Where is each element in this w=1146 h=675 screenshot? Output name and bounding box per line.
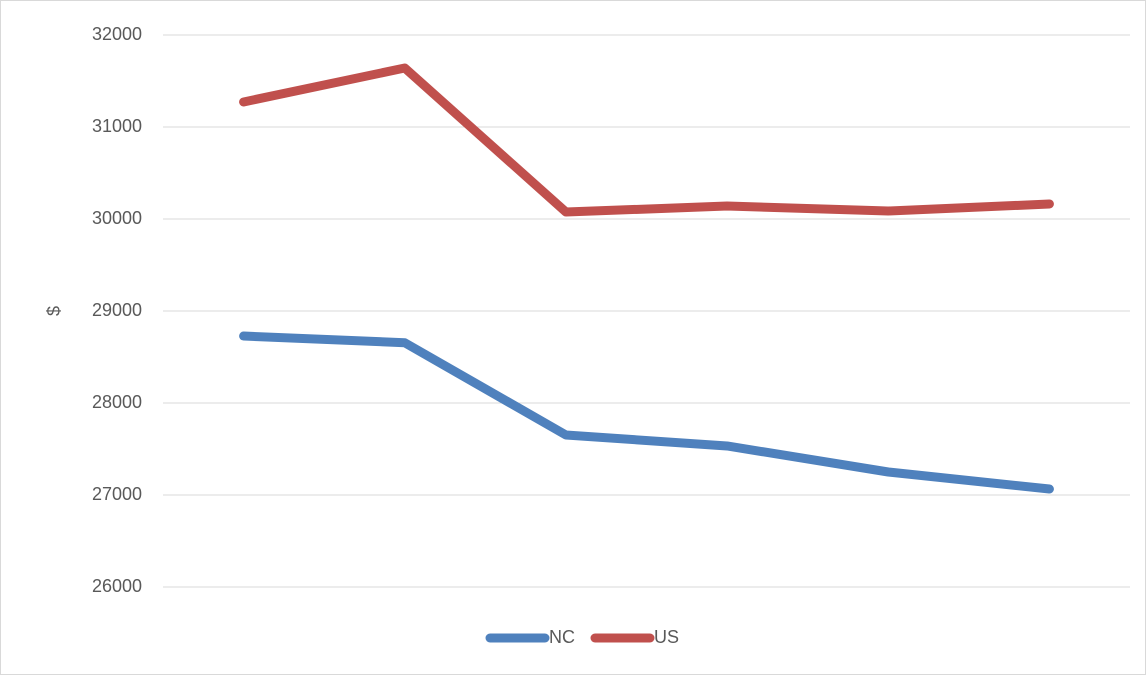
y-axis-label: $ <box>44 306 64 316</box>
y-tick-label: 28000 <box>92 392 142 412</box>
y-tick-label: 30000 <box>92 208 142 228</box>
legend-label: US <box>654 627 679 647</box>
y-tick-label: 29000 <box>92 300 142 320</box>
y-tick-label: 27000 <box>92 484 142 504</box>
y-tick-label: 26000 <box>92 576 142 596</box>
legend-label: NC <box>549 627 575 647</box>
series-line <box>239 63 1054 217</box>
y-tick-label: 31000 <box>92 116 142 136</box>
y-tick-label: 32000 <box>92 24 142 44</box>
series-line <box>239 331 1054 494</box>
